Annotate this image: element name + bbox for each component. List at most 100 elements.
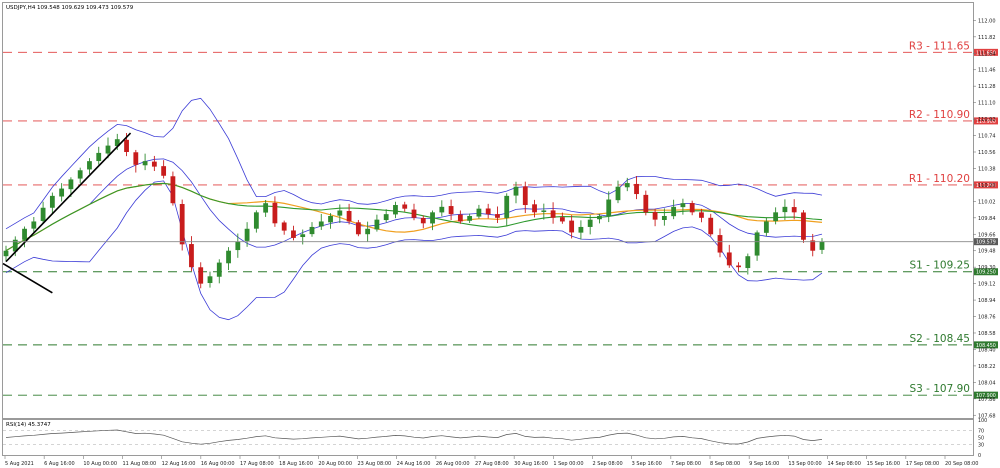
price-tick-label: 107.86 — [978, 397, 996, 403]
candle-body — [597, 215, 602, 220]
candle-body — [318, 221, 324, 227]
time-tick-label: 7 Sep 08:00 — [671, 461, 701, 467]
price-tick-label: 108.40 — [978, 347, 996, 353]
candle-body — [161, 166, 167, 176]
price-tick-label: 110.20 — [978, 183, 996, 189]
current-price-line: 109.579 — [3, 238, 998, 246]
candle-body — [578, 226, 584, 233]
candle-body — [532, 204, 537, 213]
candle-body — [383, 214, 389, 221]
level-price-tag-label: 109.250 — [976, 270, 996, 276]
candle-body — [810, 240, 816, 251]
time-tick-label: 20 Sep 08:00 — [945, 461, 978, 467]
candle-body — [782, 206, 788, 213]
candle-body — [291, 230, 296, 238]
trendlines — [2, 132, 132, 294]
candle-body — [300, 234, 306, 238]
level-price-tag-label: 111.650 — [976, 50, 996, 56]
candle-body — [226, 250, 231, 264]
level-price-tag-label: 110.200 — [976, 183, 996, 189]
price-tick-label: 109.48 — [978, 249, 996, 255]
candle-body — [643, 194, 649, 213]
price-axis: 112.00 111.82 111.64 111.46 111.28 111.10 110.… — [973, 18, 996, 419]
candle-body — [198, 267, 204, 284]
level-price-tag-r1 — [974, 181, 998, 189]
rsi-line — [5, 429, 823, 445]
candle-body — [12, 239, 18, 252]
price-tick-label: 110.02 — [978, 199, 996, 205]
candle-body — [801, 212, 806, 240]
bollinger-upper — [5, 97, 823, 230]
candle-body — [235, 241, 241, 251]
current-price-tag-label: 109.579 — [976, 240, 996, 246]
candle-body — [309, 226, 315, 235]
price-tick-label: 112.00 — [978, 18, 996, 24]
candle-body — [96, 152, 102, 162]
candle-body — [541, 210, 547, 212]
candle-body — [652, 212, 658, 220]
level-label-s2: S2 - 108.45 — [909, 333, 970, 345]
candle-body — [773, 212, 779, 222]
price-tick-label: 109.12 — [978, 282, 996, 288]
price-tick-label: 107.68 — [978, 413, 996, 419]
candle-body — [476, 208, 482, 217]
candle-body — [124, 139, 129, 152]
candle-body — [133, 152, 139, 165]
price-tick-label: 111.10 — [978, 101, 996, 107]
support-resistance-levels: R3 - 111.65 111.650 R2 - 110.90 110.900 R1 -… — [3, 40, 998, 399]
time-tick-label: 5 Aug 2021 — [5, 461, 34, 467]
level-price-tag-r2 — [974, 117, 998, 125]
price-tick-label: 110.92 — [978, 117, 996, 123]
candle-body — [355, 222, 361, 235]
time-tick-label: 13 Sep 00:00 — [788, 461, 821, 467]
candle-body — [791, 207, 797, 213]
time-tick-label: 23 Aug 08:00 — [358, 461, 392, 467]
candle-body — [448, 206, 454, 215]
candle-body — [49, 195, 55, 208]
time-tick-label: 6 Aug 16:00 — [44, 461, 75, 467]
candle-body — [504, 195, 510, 218]
price-tick-label: 111.28 — [978, 84, 996, 90]
candle-body — [189, 244, 194, 268]
candle-body — [272, 202, 278, 224]
level-price-tag-s3 — [974, 391, 998, 399]
candle-body — [763, 221, 769, 233]
level-price-tag-label: 107.900 — [976, 393, 996, 399]
candle-body — [114, 139, 120, 147]
time-tick-label: 26 Aug 00:00 — [436, 461, 470, 467]
price-tick-label: 108.04 — [978, 380, 996, 386]
price-tick-label: 110.56 — [978, 150, 996, 156]
price-tick-label: 109.66 — [978, 232, 996, 238]
candle-body — [485, 208, 491, 215]
candle-body — [281, 222, 287, 231]
candle-body — [207, 276, 213, 284]
candle-body — [680, 203, 686, 208]
time-tick-label: 17 Sep 08:00 — [906, 461, 939, 467]
current-price-tag — [974, 238, 998, 246]
candle-body — [624, 183, 630, 188]
candle-body — [726, 252, 732, 266]
candle-body — [430, 212, 435, 224]
candlesticks — [3, 133, 825, 289]
candle-body — [606, 199, 612, 217]
level-price-tag-s2 — [974, 341, 998, 349]
time-tick-label: 15 Sep 16:00 — [867, 461, 900, 467]
price-tick-label: 111.64 — [978, 51, 996, 57]
level-price-tag-r3 — [974, 48, 998, 56]
price-tick-label: 109.30 — [978, 265, 996, 271]
candle-body — [754, 232, 760, 256]
candle-body — [22, 228, 27, 240]
candle-body — [3, 250, 9, 257]
candle-body — [689, 203, 695, 213]
price-tick-label: 108.22 — [978, 364, 996, 370]
time-tick-label: 9 Sep 16:00 — [749, 461, 779, 467]
candle-body — [105, 145, 111, 154]
candle-body — [68, 179, 74, 190]
time-tick-label: 17 Aug 08:00 — [240, 461, 274, 467]
candle-body — [411, 209, 417, 218]
time-tick-label: 12 Aug 16:00 — [162, 461, 196, 467]
candle-body — [495, 214, 500, 218]
level-price-tag-label: 110.900 — [976, 119, 996, 125]
